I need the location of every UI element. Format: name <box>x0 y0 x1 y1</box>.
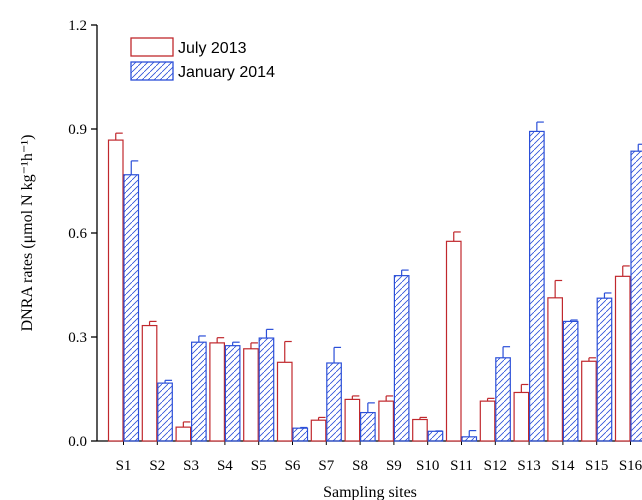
legend-swatch-july-2013 <box>130 37 174 57</box>
bar-july-2013-s15 <box>581 360 597 442</box>
x-tick-label: S13 <box>517 458 540 474</box>
x-tick-label: S11 <box>450 458 473 474</box>
x-tick-label: S9 <box>386 458 402 474</box>
bar-january-2014-s4 <box>224 345 241 442</box>
x-tick-label: S7 <box>318 458 334 474</box>
bar-july-2013-s5 <box>243 348 259 442</box>
y-tick-label: 0.6 <box>68 226 87 242</box>
x-tick-label: S2 <box>149 458 165 474</box>
x-tick-label: S10 <box>416 458 439 474</box>
bar-july-2013-s9 <box>378 400 394 442</box>
y-tick-label: 0.3 <box>68 330 87 346</box>
bar-january-2014-s3 <box>191 341 207 442</box>
bar-january-2014-s9 <box>393 275 410 442</box>
bar-january-2014-s14 <box>562 320 579 442</box>
bar-january-2014-s16 <box>630 150 642 442</box>
legend-label-january-2014: January 2014 <box>178 64 275 81</box>
y-tick-label: 1.2 <box>68 18 87 34</box>
bar-january-2014-s1 <box>123 174 140 442</box>
bar-july-2013-s8 <box>344 398 361 442</box>
bar-july-2013-s4 <box>209 342 225 442</box>
x-tick-label: S12 <box>484 458 507 474</box>
bar-january-2014-s10 <box>427 430 444 442</box>
bar-july-2013-s16 <box>614 275 631 442</box>
bar-january-2014-s2 <box>157 382 173 442</box>
y-tick-label: 0.9 <box>68 122 87 138</box>
bar-july-2013-s6 <box>276 361 293 442</box>
bar-july-2013-s14 <box>547 297 564 442</box>
x-tick-label: S1 <box>116 458 132 474</box>
legend: July 2013 January 2014 <box>130 37 275 81</box>
legend-label-july-2013: July 2013 <box>178 40 247 57</box>
bar-july-2013-s12 <box>479 400 496 442</box>
bar-january-2014-s11 <box>461 436 478 442</box>
x-tick-label: S16 <box>619 458 642 474</box>
bar-july-2013-s1 <box>107 139 124 442</box>
bar-july-2013-s13 <box>513 391 530 442</box>
bar-july-2013-s2 <box>141 324 158 442</box>
bar-january-2014-s15 <box>596 297 613 442</box>
x-tick-label: S4 <box>217 458 233 474</box>
x-tick-label: S3 <box>183 458 199 474</box>
x-tick-label: S15 <box>585 458 608 474</box>
x-tick-label: S14 <box>551 458 575 474</box>
x-tick-label: S5 <box>251 458 267 474</box>
bar-january-2014-s8 <box>360 411 376 442</box>
bar-january-2014-s5 <box>258 337 275 442</box>
bar-july-2013-s7 <box>310 419 327 442</box>
legend-swatch-january-2014 <box>130 61 174 81</box>
bar-july-2013-s3 <box>175 426 192 442</box>
bar-january-2014-s13 <box>528 130 545 442</box>
x-tick-label: S6 <box>285 458 301 474</box>
y-tick-label: 0.0 <box>68 434 87 450</box>
x-tick-label: S8 <box>352 458 368 474</box>
bar-january-2014-s7 <box>326 362 342 442</box>
bar-january-2014-s12 <box>495 357 511 442</box>
x-axis-title: Sampling sites <box>323 484 417 500</box>
bar-july-2013-s10 <box>412 418 428 442</box>
bar-july-2013-s11 <box>445 240 462 442</box>
y-axis-title: DNRA rates (μmol N kg⁻¹h⁻¹) <box>19 135 36 332</box>
bar-january-2014-s6 <box>292 427 309 442</box>
